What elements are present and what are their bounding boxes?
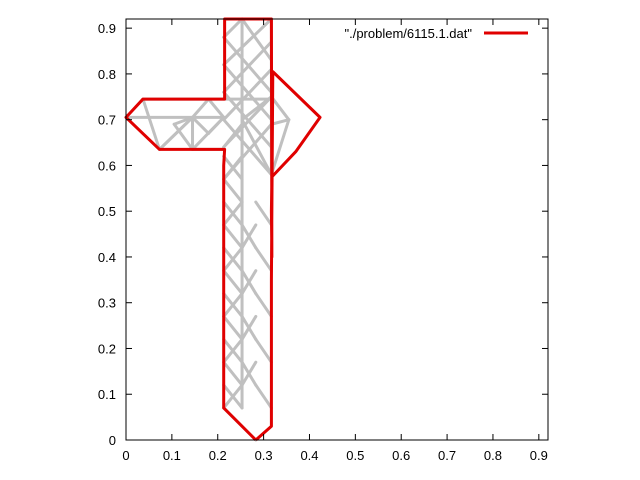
mesh-segment: [222, 292, 244, 318]
mesh-segment: [240, 17, 273, 62]
mesh-segment: [222, 223, 244, 250]
mesh-segment: [240, 223, 258, 250]
y-tick-label: 0.6: [98, 158, 116, 173]
y-tick-label: 0.2: [98, 341, 116, 356]
mesh-segment: [269, 95, 291, 122]
mesh-segment: [191, 97, 211, 119]
mesh-segment: [222, 360, 244, 387]
mesh-segment: [222, 90, 273, 149]
mesh-segment: [222, 122, 244, 149]
mesh-segment: [222, 122, 273, 181]
mesh-segment: [191, 115, 211, 135]
mesh-segment: [240, 118, 273, 177]
y-tick-label: 0.1: [98, 387, 116, 402]
x-tick-label: 0.2: [209, 448, 227, 463]
mesh-segment: [254, 246, 273, 273]
mesh-segment: [222, 63, 273, 122]
x-tick-label: 0.7: [438, 448, 456, 463]
mesh-segment: [207, 115, 226, 135]
mesh-segment: [254, 383, 273, 410]
mesh-segment: [240, 95, 273, 122]
mesh-segment: [172, 122, 195, 151]
mesh-segment: [222, 314, 244, 341]
mesh-segment: [207, 97, 226, 119]
series-layer: [124, 17, 322, 442]
y-tick-label: 0.9: [98, 21, 116, 36]
mesh-segment: [222, 118, 273, 177]
mesh-segment: [222, 200, 244, 227]
y-tick-label: 0.3: [98, 296, 116, 311]
y-tick-label: 0: [109, 433, 116, 448]
mesh-segment: [157, 115, 195, 151]
mesh-segment: [222, 383, 244, 410]
mesh-segment: [222, 337, 244, 364]
x-tick-label: 0.5: [346, 448, 364, 463]
axes-layer: 0 0.1 0.2 0.3 0.4 0.5 0.6 0.7 0.8 0.9 0 0.1 0.2 0.3 0.…: [98, 18, 549, 463]
x-tick-label: 0.8: [484, 448, 502, 463]
plot-frame: [125, 18, 549, 441]
mesh-segment: [254, 337, 273, 364]
mesh-segment: [269, 118, 291, 177]
mesh-segment: [222, 269, 244, 296]
x-tick-label: 0.1: [163, 448, 181, 463]
x-tick-label: 0.6: [392, 448, 410, 463]
mesh-segment: [222, 17, 244, 39]
legend-label: "./problem/6115.1.dat": [344, 26, 472, 41]
mesh-segment: [172, 115, 195, 126]
x-tick-label: 0.9: [530, 448, 548, 463]
mesh-segment: [222, 67, 273, 122]
x-tick-label: 0.3: [255, 448, 273, 463]
mesh-segment: [222, 246, 244, 273]
x-tick-label: 0.4: [300, 448, 318, 463]
y-tick-label: 0.8: [98, 67, 116, 82]
legend: "./problem/6115.1.dat": [344, 26, 528, 41]
y-tick-label: 0.5: [98, 204, 116, 219]
mesh-layer: [124, 17, 291, 442]
x-tick-label: 0: [122, 448, 129, 463]
y-tick-label: 0.4: [98, 250, 116, 265]
y-tick-label: 0.7: [98, 113, 116, 128]
mesh-segment: [269, 118, 291, 126]
mesh-segment: [222, 177, 244, 204]
mesh-segment: [222, 17, 273, 67]
mesh-segment: [254, 200, 273, 227]
mesh-segment: [254, 292, 273, 318]
mesh-segment: [240, 360, 258, 387]
mesh-segment: [141, 97, 161, 151]
series-line: [124, 17, 322, 442]
mesh-segment: [222, 35, 273, 94]
mesh-segment: [240, 269, 258, 296]
mesh-segment: [240, 314, 258, 341]
